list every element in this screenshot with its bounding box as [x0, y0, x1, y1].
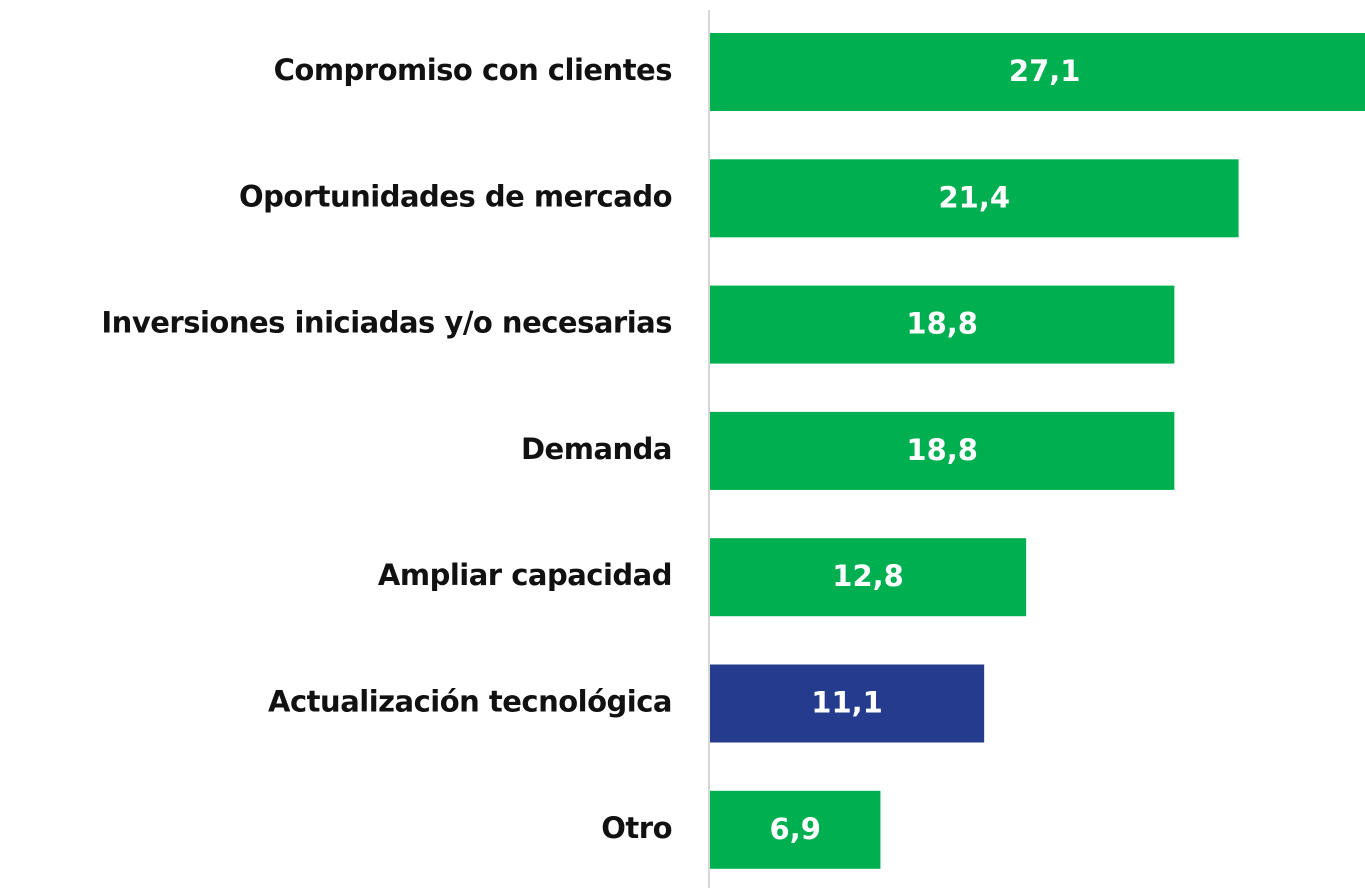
bar [710, 411, 1175, 490]
category-label: Otro [601, 811, 672, 845]
bar [710, 664, 985, 743]
value-label: 12,8 [832, 559, 904, 593]
value-label: 18,8 [906, 307, 978, 341]
category-label: Inversiones iniciadas y/o necesarias [101, 306, 672, 340]
bar [710, 159, 1239, 238]
bar [710, 285, 1175, 364]
category-label: Ampliar capacidad [378, 558, 672, 592]
category-label: Actualización tecnológica [268, 685, 672, 719]
category-label: Compromiso con clientes [274, 53, 672, 87]
value-label: 11,1 [811, 686, 883, 720]
value-label: 6,9 [770, 812, 821, 846]
value-label: 18,8 [906, 433, 978, 467]
category-label: Oportunidades de mercado [239, 179, 672, 213]
bar [710, 790, 881, 869]
category-label: Demanda [521, 432, 672, 466]
value-label: 21,4 [939, 180, 1011, 214]
bar [710, 33, 1365, 111]
value-label: 27,1 [1009, 54, 1081, 88]
bar [710, 538, 1027, 617]
